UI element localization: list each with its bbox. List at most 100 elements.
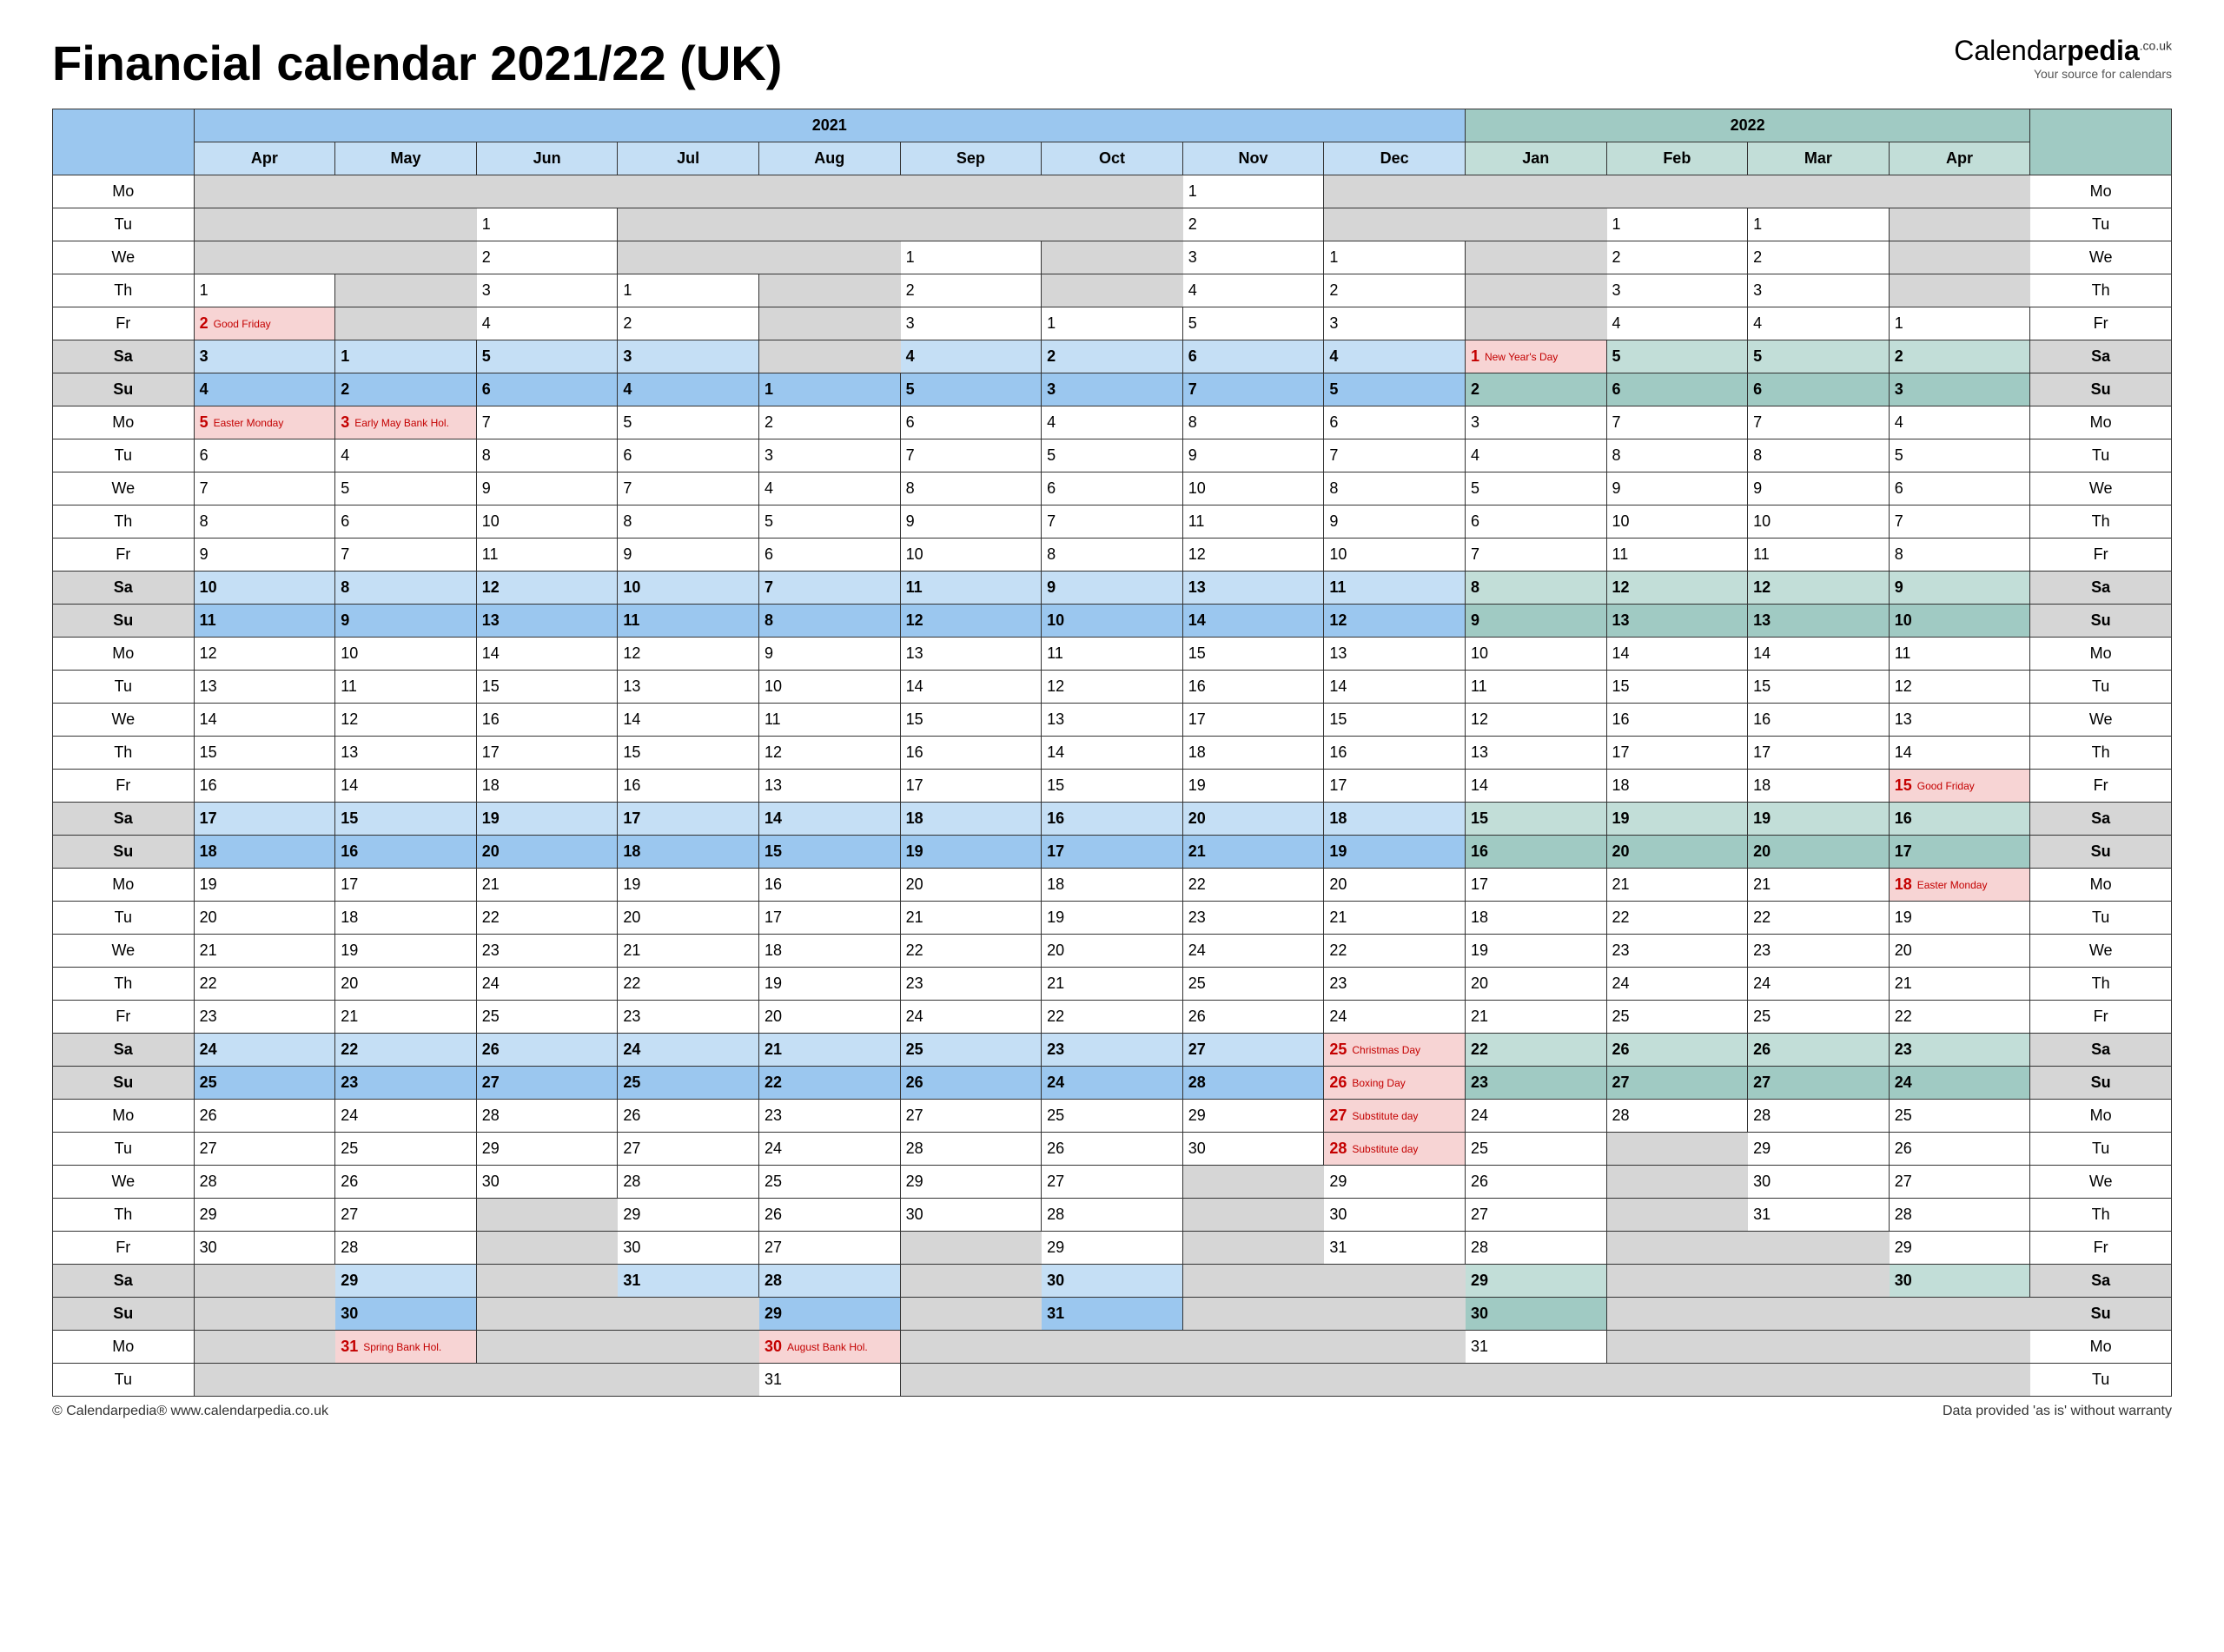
calendar-cell: 30 [1465, 1298, 1606, 1331]
calendar-cell [618, 208, 759, 241]
logo-brand: Calendar [1954, 35, 2067, 66]
calendar-cell: 24 [1182, 935, 1324, 968]
calendar-cell: 25 [335, 1133, 477, 1166]
calendar-cell [1889, 208, 2030, 241]
calendar-cell: 12 [1182, 539, 1324, 572]
calendar-cell: 17 [1182, 704, 1324, 737]
calendar-cell: 29 [1042, 1232, 1183, 1265]
calendar-cell: 19 [1889, 902, 2030, 935]
calendar-cell: 11 [1042, 638, 1183, 671]
calendar-cell: 23 [335, 1067, 477, 1100]
dow-label-left: Su [53, 373, 195, 406]
calendar-cell: 17 [335, 869, 477, 902]
dow-label-left: Fr [53, 539, 195, 572]
calendar-cell: 18 [1748, 770, 1890, 803]
calendar-cell: 20 [758, 1001, 900, 1034]
calendar-cell: 16 [1465, 836, 1606, 869]
dow-label-left: Sa [53, 803, 195, 836]
calendar-cell: 16 [1606, 704, 1748, 737]
dow-label-left: Sa [53, 572, 195, 605]
calendar-cell: 23 [1465, 1067, 1606, 1100]
calendar-cell: 14 [194, 704, 335, 737]
dow-label-right: Tu [2030, 1364, 2172, 1397]
calendar-cell: 29 [1465, 1265, 1606, 1298]
calendar-cell: 2 [1042, 340, 1183, 373]
dow-label-right: Fr [2030, 307, 2172, 340]
dow-label-right: Tu [2030, 1133, 2172, 1166]
calendar-cell: 9 [1748, 472, 1890, 506]
calendar-cell: 22 [1889, 1001, 2030, 1034]
calendar-cell: 2 [1465, 373, 1606, 406]
calendar-cell: 30 [1889, 1265, 2030, 1298]
calendar-cell: 21 [1465, 1001, 1606, 1034]
calendar-cell: 20 [194, 902, 335, 935]
calendar-cell: 15 [1042, 770, 1183, 803]
calendar-cell: 13 [1324, 638, 1466, 671]
calendar-cell: 3 [1324, 307, 1466, 340]
calendar-cell: 11 [1182, 506, 1324, 539]
calendar-cell [900, 1364, 1042, 1397]
calendar-cell: 24 [900, 1001, 1042, 1034]
calendar-cell: 30 [1182, 1133, 1324, 1166]
dow-label-right: Tu [2030, 671, 2172, 704]
calendar-cell: 13 [1465, 737, 1606, 770]
calendar-cell [758, 241, 900, 274]
dow-label-right: Tu [2030, 439, 2172, 472]
calendar-cell [194, 1364, 335, 1397]
calendar-cell [618, 241, 759, 274]
calendar-cell: 24 [618, 1034, 759, 1067]
calendar-cell [1748, 1265, 1890, 1298]
calendar-cell: 30August Bank Hol. [758, 1331, 900, 1364]
calendar-cell [194, 208, 335, 241]
calendar-cell: 3 [758, 439, 900, 472]
footer-left: © Calendarpedia® www.calendarpedia.co.uk [52, 1404, 328, 1419]
calendar-cell: 8 [900, 472, 1042, 506]
calendar-cell: 4 [1465, 439, 1606, 472]
calendar-cell: 3 [1042, 373, 1183, 406]
calendar-cell: 20 [1182, 803, 1324, 836]
dow-label-left: Tu [53, 1133, 195, 1166]
calendar-cell: 5 [618, 406, 759, 439]
calendar-cell [1182, 1199, 1324, 1232]
page-header: Financial calendar 2021/22 (UK) Calendar… [52, 35, 2172, 91]
calendar-cell: 18 [618, 836, 759, 869]
calendar-cell: 15 [1324, 704, 1466, 737]
calendar-cell: 26 [1465, 1166, 1606, 1199]
calendar-cell: 20 [900, 869, 1042, 902]
month-header: Sep [900, 142, 1042, 175]
calendar-cell: 17 [1042, 836, 1183, 869]
dow-label-right: Fr [2030, 1232, 2172, 1265]
calendar-cell: 22 [900, 935, 1042, 968]
calendar-cell: 6 [1748, 373, 1890, 406]
calendar-cell [1606, 1166, 1748, 1199]
calendar-cell: 3Early May Bank Hol. [335, 406, 477, 439]
dow-label-left: Mo [53, 1100, 195, 1133]
calendar-cell: 21 [1748, 869, 1890, 902]
dow-label-left: Tu [53, 671, 195, 704]
calendar-cell: 3 [476, 274, 618, 307]
calendar-cell: 26 [194, 1100, 335, 1133]
calendar-cell [476, 1232, 618, 1265]
calendar-cell: 1 [618, 274, 759, 307]
calendar-cell: 26Boxing Day [1324, 1067, 1466, 1100]
calendar-cell [900, 208, 1042, 241]
calendar-cell: 25 [476, 1001, 618, 1034]
dow-label-right: Sa [2030, 572, 2172, 605]
calendar-cell: 17 [758, 902, 900, 935]
calendar-cell: 16 [194, 770, 335, 803]
dow-label-right: We [2030, 1166, 2172, 1199]
dow-label-left: Sa [53, 1034, 195, 1067]
dow-label-right: Tu [2030, 208, 2172, 241]
calendar-cell: 28 [1042, 1199, 1183, 1232]
month-header: May [335, 142, 477, 175]
dow-label-left: We [53, 472, 195, 506]
calendar-cell: 14 [1748, 638, 1890, 671]
calendar-cell: 29 [1324, 1166, 1466, 1199]
calendar-cell [1324, 1331, 1466, 1364]
calendar-cell: 17 [1748, 737, 1890, 770]
calendar-cell: 8 [335, 572, 477, 605]
calendar-cell: 16 [1748, 704, 1890, 737]
calendar-cell: 12 [900, 605, 1042, 638]
calendar-cell: 24 [1324, 1001, 1466, 1034]
calendar-cell [900, 175, 1042, 208]
